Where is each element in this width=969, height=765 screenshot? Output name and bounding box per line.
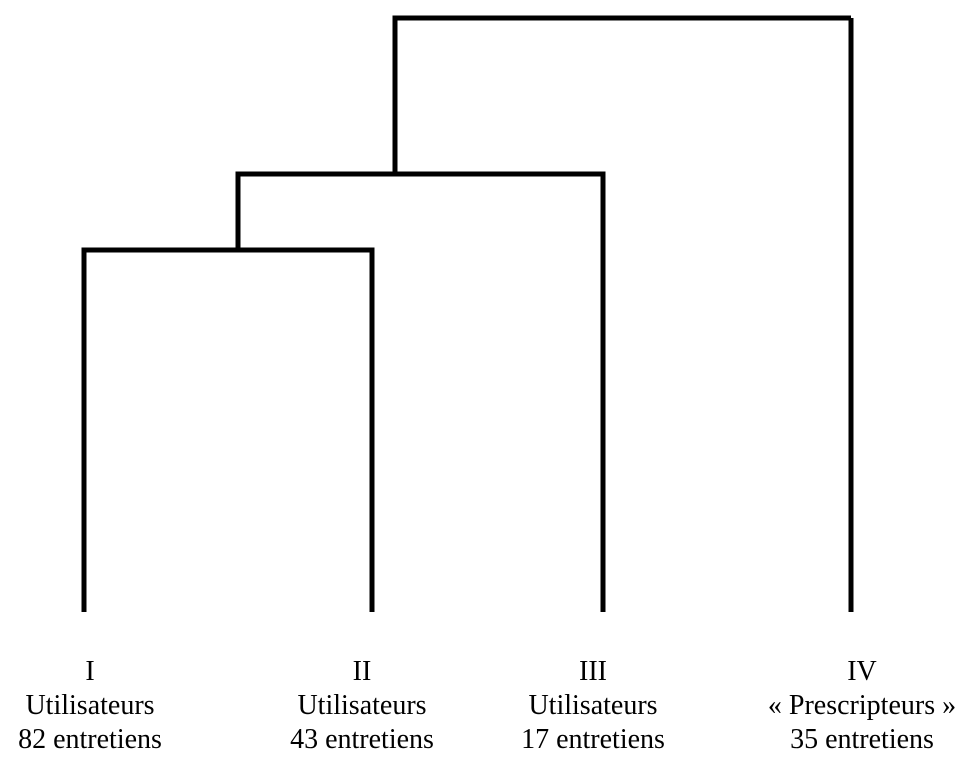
branch-cluster-2 <box>238 247 375 612</box>
cluster-4-label: IV « Prescripteurs » 35 entretiens <box>742 655 969 757</box>
branch-merge-1-2 <box>235 171 395 250</box>
cluster-1-id: I <box>85 656 95 687</box>
cluster-3-name: Utilisateurs <box>528 690 658 721</box>
cluster-4-name: « Prescripteurs » <box>767 690 957 721</box>
cluster-3-label: III Utilisateurs 17 entretiens <box>473 655 713 757</box>
cluster-1-label: I Utilisateurs 82 entretiens <box>0 655 210 757</box>
cluster-1-name: Utilisateurs <box>25 690 155 721</box>
branch-cluster-3 <box>395 171 606 612</box>
cluster-3-count: 17 entretiens <box>521 724 665 755</box>
cluster-1-count: 82 entretiens <box>18 724 162 755</box>
cluster-2-id: II <box>352 656 372 687</box>
branch-merge-1-2-3 <box>392 15 851 174</box>
cluster-2-label: II Utilisateurs 43 entretiens <box>242 655 482 757</box>
branch-cluster-1 <box>81 247 238 612</box>
cluster-2-count: 43 entretiens <box>290 724 434 755</box>
cluster-3-id: III <box>579 656 607 687</box>
cluster-4-id: IV <box>847 656 877 687</box>
cluster-2-name: Utilisateurs <box>297 690 427 721</box>
cluster-4-count: 35 entretiens <box>790 724 934 755</box>
